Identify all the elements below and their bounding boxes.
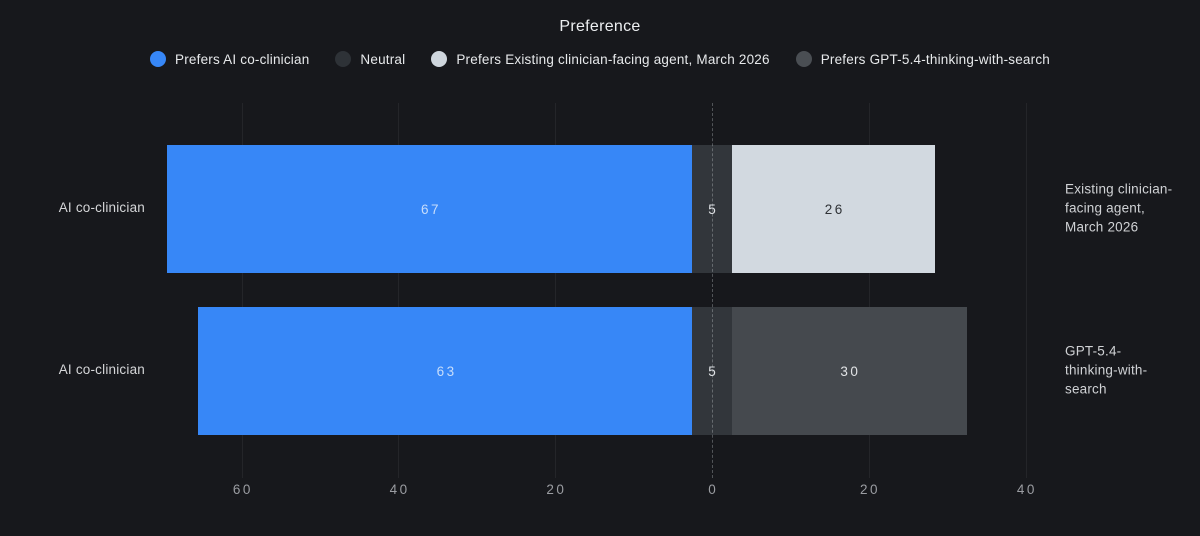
legend-dot-icon bbox=[795, 51, 812, 67]
legend-label: Prefers GPT-5.4-thinking-with-search bbox=[820, 51, 1050, 67]
x-axis-tick-label: 20 bbox=[546, 482, 567, 497]
gridline bbox=[241, 103, 243, 478]
bar-value-label: 5 bbox=[708, 363, 719, 379]
legend-item-prefers-ai-co-clinician[interactable]: Prefers AI co-clinician bbox=[150, 51, 309, 67]
bar-segment-neutral: 5 bbox=[692, 145, 732, 273]
gridline bbox=[398, 103, 400, 478]
legend-dot-icon bbox=[335, 51, 352, 67]
bar-value-label: 26 bbox=[824, 201, 845, 217]
bar-segment-prefers-right: 30 bbox=[731, 307, 967, 435]
bar-segment-prefers-right: 26 bbox=[731, 145, 936, 273]
legend-label: Prefers AI co-clinician bbox=[175, 51, 310, 67]
bar-value-label: 63 bbox=[436, 363, 457, 379]
bar-segment-prefers-left: 63 bbox=[198, 307, 693, 435]
bar-segment-neutral: 5 bbox=[692, 307, 732, 435]
x-axis-tick-label: 20 bbox=[860, 482, 881, 497]
category-label: AI co-clinician bbox=[58, 200, 145, 215]
gridline bbox=[868, 103, 870, 478]
x-axis-tick-label: 60 bbox=[232, 482, 253, 497]
x-axis-tick-label: 40 bbox=[1016, 482, 1037, 497]
legend-item-prefers-existing-agent[interactable]: Prefers Existing clinician-facing agent,… bbox=[431, 51, 770, 67]
legend-item-prefers-gpt[interactable]: Prefers GPT-5.4-thinking-with-search bbox=[795, 51, 1050, 67]
gridline bbox=[1025, 103, 1027, 478]
legend-dot-icon bbox=[150, 51, 167, 67]
chart-title: Preference bbox=[559, 18, 641, 35]
row-right-label: Existing clinician-facing agent, March 2… bbox=[1065, 181, 1173, 235]
x-axis-tick-label: 40 bbox=[389, 482, 410, 497]
zero-axis-line bbox=[712, 103, 713, 478]
bar-segment-prefers-left: 67 bbox=[167, 145, 693, 273]
legend-item-neutral[interactable]: Neutral bbox=[335, 51, 405, 67]
legend-label: Prefers Existing clinician-facing agent,… bbox=[456, 51, 770, 67]
bar-value-label: 5 bbox=[708, 201, 719, 217]
legend-dot-icon bbox=[431, 51, 448, 67]
bar-value-label: 67 bbox=[420, 201, 441, 217]
legend-label: Neutral bbox=[360, 51, 406, 67]
row-right-label: GPT-5.4-thinking-with-search bbox=[1065, 343, 1148, 397]
x-axis-tick-label: 0 bbox=[708, 482, 719, 497]
category-label: AI co-clinician bbox=[58, 362, 145, 377]
chart-legend: Prefers AI co-clinician Neutral Prefers Ex… bbox=[0, 51, 1200, 67]
bar-value-label: 30 bbox=[840, 363, 861, 379]
gridline bbox=[555, 103, 557, 478]
